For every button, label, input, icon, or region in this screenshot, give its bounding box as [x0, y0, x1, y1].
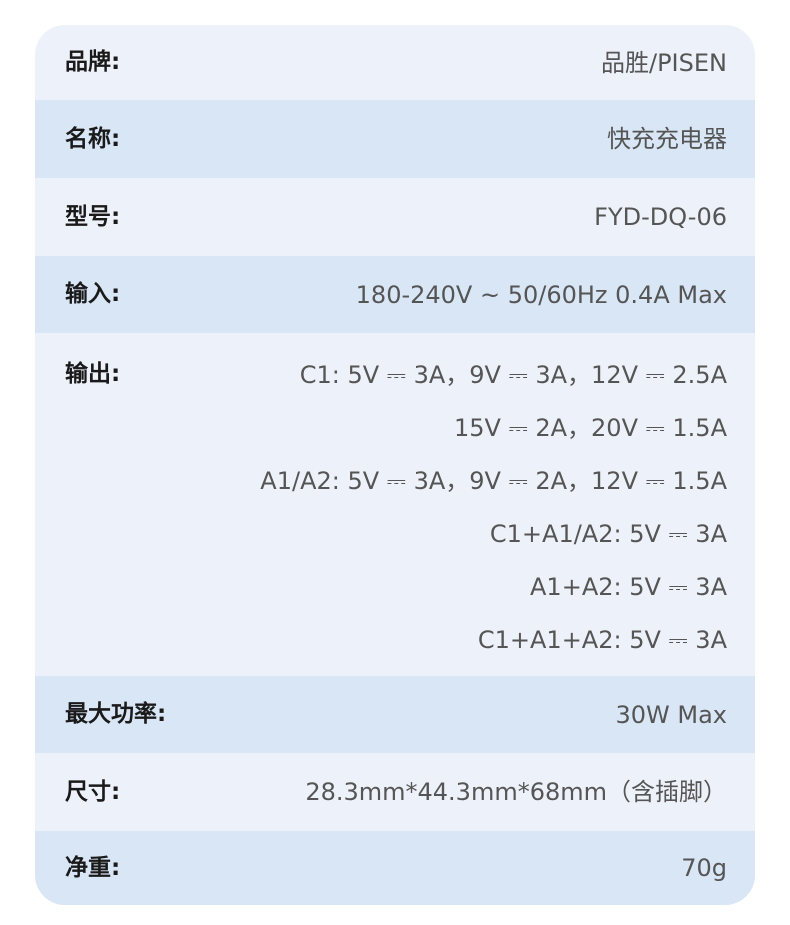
spec-row-input: 输入: 180-240V ~ 50/60Hz 0.4A Max — [35, 256, 755, 333]
spec-value: 30W Max — [615, 700, 727, 729]
spec-table: 品牌: 品胜/PISEN 名称: 快充充电器 型号: FYD-DQ-06 输入:… — [35, 25, 755, 905]
spec-label: 最大功率: — [65, 701, 167, 727]
spec-label: 品牌: — [65, 49, 121, 75]
output-line: A1+A2: 5V ⎓ 3A — [530, 573, 727, 601]
spec-row-weight: 净重: 70g — [35, 831, 755, 905]
spec-row-model: 型号: FYD-DQ-06 — [35, 178, 755, 256]
output-line: C1: 5V ⎓ 3A，9V ⎓ 3A，12V ⎓ 2.5A — [299, 361, 727, 389]
spec-value: 品胜/PISEN — [601, 48, 727, 77]
spec-label: 净重: — [65, 854, 121, 881]
output-line: 15V ⎓ 2A，20V ⎓ 1.5A — [453, 414, 727, 442]
spec-row-size: 尺寸: 28.3mm*44.3mm*68mm（含插脚） — [35, 753, 755, 831]
spec-label: 尺寸: — [65, 778, 121, 805]
spec-row-max-power: 最大功率: 30W Max — [35, 676, 755, 753]
spec-value: 28.3mm*44.3mm*68mm（含插脚） — [305, 778, 727, 806]
spec-value: 180-240V ~ 50/60Hz 0.4A Max — [355, 280, 727, 309]
spec-value-lines: C1: 5V ⎓ 3A，9V ⎓ 3A，12V ⎓ 2.5A 15V ⎓ 2A，… — [260, 363, 727, 676]
output-line: C1+A1+A2: 5V ⎓ 3A — [477, 626, 727, 654]
spec-row-brand: 品牌: 品胜/PISEN — [35, 25, 755, 100]
output-line: C1+A1/A2: 5V ⎓ 3A — [489, 520, 727, 548]
output-line: A1/A2: 5V ⎓ 3A，9V ⎓ 2A，12V ⎓ 1.5A — [260, 467, 727, 495]
spec-label: 型号: — [65, 203, 121, 230]
spec-row-output: 输出: C1: 5V ⎓ 3A，9V ⎓ 3A，12V ⎓ 2.5A 15V ⎓… — [35, 333, 755, 676]
spec-value: 快充充电器 — [607, 125, 727, 153]
spec-row-name: 名称: 快充充电器 — [35, 100, 755, 178]
spec-label: 名称: — [65, 125, 121, 152]
spec-value: 70g — [681, 854, 727, 882]
spec-label: 输出: — [65, 361, 121, 387]
spec-label: 输入: — [65, 281, 121, 307]
spec-value: FYD-DQ-06 — [594, 203, 727, 231]
